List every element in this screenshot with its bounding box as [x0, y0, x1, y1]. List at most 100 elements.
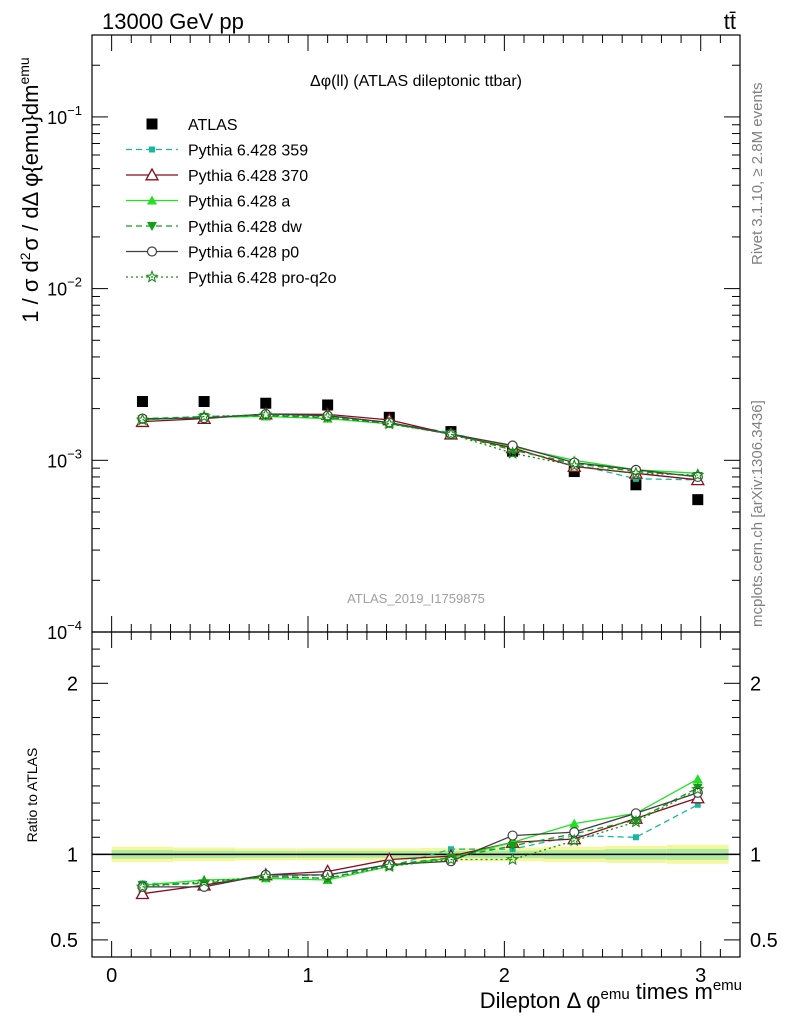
ratio-point-pq2o: [691, 782, 705, 796]
main-point-pq2o: [259, 407, 273, 421]
ratio-series-line-pp0: [142, 792, 699, 888]
ratio-point-pp0: [322, 869, 333, 880]
ratio-point-pq2o: [320, 871, 335, 884]
main-point-pq2o: [320, 409, 335, 423]
legend-label-pa: Pythia 6.428 a: [188, 194, 290, 211]
main-point-pq2o: [382, 416, 396, 430]
ratio-y-tick-label: 2: [750, 673, 761, 695]
ratio-point-pq2o: [567, 833, 581, 847]
legend-marker-pq2o: [145, 270, 159, 283]
ratio-series-line-pdw: [142, 787, 699, 886]
main-point-pp0: [569, 457, 580, 468]
ratio-point-pdw: [507, 841, 518, 851]
main-panel-data: [135, 396, 705, 506]
legend-marker-pa: [147, 195, 157, 205]
legend-marker-pdw: [147, 222, 157, 231]
main-point-p359: [632, 475, 639, 482]
ratio-point-p359: [694, 801, 701, 808]
main-point-ATLAS: [630, 479, 642, 491]
legend: ATLAS Pythia 6.428 359 Pythia 6.428 370 Pyt…: [126, 117, 337, 287]
legend-marker-pp0: [146, 246, 158, 257]
legend-entry-pq2o: Pythia 6.428 pro-q2o: [126, 270, 337, 287]
main-point-ATLAS: [260, 397, 272, 409]
main-series-line-p359: [142, 414, 698, 481]
ratio-point-pq2o: [629, 814, 643, 828]
main-point-ATLAS: [322, 399, 334, 411]
ratio-point-pq2o: [259, 869, 273, 883]
x-tick-label: 1: [302, 965, 313, 987]
ratio-point-pq2o: [197, 874, 211, 888]
ratio-y-tick-label: 0.5: [50, 930, 78, 952]
ratio-point-pp0: [507, 830, 518, 841]
main-y-axis-label: 1 / σ d2 σ / dΔ φ{emu}dmemu: [16, 57, 43, 322]
ratio-y-axis-label: Ratio to ATLAS: [24, 748, 40, 843]
header-left-label: 13000 GeV pp: [102, 9, 244, 34]
ratio-panel-frame: [91, 631, 741, 958]
plot-title: Δφ(ll) (ATLAS dileptonic ttbar): [310, 73, 522, 90]
ratio-point-pp0: [199, 881, 210, 892]
legend-entry-pp0: Pythia 6.428 p0: [126, 245, 299, 262]
legend-label-pq2o: Pythia 6.428 pro-q2o: [188, 270, 337, 287]
main-series-line-pp0: [142, 413, 698, 478]
x-tick-label: 0: [106, 965, 117, 987]
legend-marker-ATLAS: [146, 118, 158, 130]
main-y-tick-label: 10−1: [47, 103, 82, 128]
main-point-pp0: [507, 440, 518, 451]
main-point-pp0: [630, 464, 642, 475]
main-point-pq2o: [691, 468, 705, 481]
legend-marker-p370: [144, 167, 160, 181]
x-tick-label: 2: [499, 965, 510, 987]
legend-label-p370: Pythia 6.428 370: [188, 168, 308, 185]
main-point-pq2o: [197, 409, 211, 423]
ratio-point-pq2o: [135, 879, 150, 893]
x-tick-label: 3: [695, 965, 706, 987]
ratio-point-p359: [632, 834, 639, 841]
main-point-ATLAS: [198, 396, 210, 408]
ratio-point-pq2o: [382, 859, 396, 872]
ratio-point-pq2o: [444, 852, 458, 866]
main-y-tick-label: 10−3: [47, 446, 82, 471]
axes: 10−1 10−2 10−3 10−4 0 1 2 3 0.5 0.5 1 1 2 2: [47, 35, 778, 987]
ratio-point-pdw: [630, 816, 641, 826]
main-point-pq2o: [135, 412, 150, 426]
legend-entry-pa: Pythia 6.428 a: [126, 194, 290, 211]
ratio-point-p370: [135, 886, 150, 900]
ratio-series-line-pq2o: [142, 788, 699, 888]
ratio-y-tick-label: 2: [67, 673, 78, 695]
header-right-label: tt̄: [724, 9, 736, 34]
analysis-watermark: ATLAS_2019_I1759875: [347, 591, 485, 606]
main-y-tick-label: 10−2: [47, 275, 82, 300]
legend-label-p359: Pythia 6.428 359: [188, 143, 308, 160]
main-point-pq2o: [505, 446, 520, 459]
ratio-point-pq2o: [505, 852, 520, 866]
main-y-tick-label: 10−4: [47, 618, 82, 643]
legend-label-pdw: Pythia 6.428 dw: [188, 219, 302, 236]
legend-label-ATLAS: ATLAS: [188, 117, 238, 134]
ratio-y-tick-label: 0.5: [750, 930, 778, 952]
main-point-pq2o: [444, 427, 458, 440]
mcplots-label: mcplots.cern.ch [arXiv:1306.3436]: [749, 400, 766, 627]
main-point-ATLAS: [136, 396, 148, 408]
main-point-pq2o: [567, 458, 581, 472]
legend-entry-p359: Pythia 6.428 359: [126, 143, 308, 160]
ratio-uncertainty-bands: [92, 844, 740, 864]
ratio-y-tick-label: 1: [67, 844, 78, 866]
main-series-line-p370: [142, 413, 698, 481]
main-series-line-pa: [142, 415, 698, 474]
legend-entry-p370: Pythia 6.428 370: [126, 167, 308, 185]
legend-entry-pdw: Pythia 6.428 dw: [126, 219, 302, 236]
legend-marker-p359: [149, 146, 155, 153]
rivet-version-label: Rivet 3.1.10, ≥ 2.8M events: [749, 83, 766, 266]
ratio-point-pa: [692, 774, 703, 784]
legend-entry-ATLAS: ATLAS: [146, 117, 238, 134]
legend-label-pp0: Pythia 6.428 p0: [188, 245, 299, 262]
main-point-pq2o: [629, 466, 643, 479]
ratio-point-pa: [569, 818, 580, 828]
ratio-series-line-pa: [142, 778, 699, 886]
ratio-panel-data: [135, 774, 705, 900]
main-point-ATLAS: [692, 494, 704, 506]
ratio-y-tick-label: 1: [750, 844, 761, 866]
x-axis-label: Dilepton Δ φemu times memu: [480, 977, 742, 1013]
